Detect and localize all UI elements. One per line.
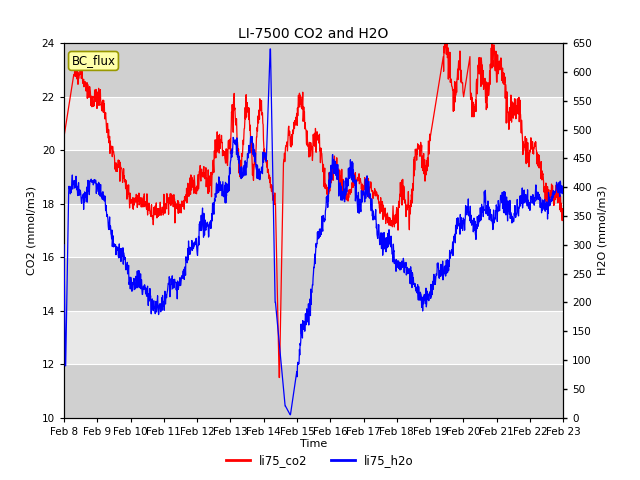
Bar <box>64 96 563 150</box>
Bar <box>64 364 563 418</box>
X-axis label: Time: Time <box>300 439 327 449</box>
Y-axis label: H2O (mmol/m3): H2O (mmol/m3) <box>598 186 607 275</box>
Legend: li75_co2, li75_h2o: li75_co2, li75_h2o <box>221 449 419 472</box>
Text: BC_flux: BC_flux <box>72 54 115 67</box>
Bar <box>64 150 563 204</box>
Bar <box>64 257 563 311</box>
Bar <box>64 311 563 364</box>
Y-axis label: CO2 (mmol/m3): CO2 (mmol/m3) <box>26 186 36 275</box>
Bar <box>64 204 563 257</box>
Bar <box>64 43 563 96</box>
Title: LI-7500 CO2 and H2O: LI-7500 CO2 and H2O <box>239 27 388 41</box>
